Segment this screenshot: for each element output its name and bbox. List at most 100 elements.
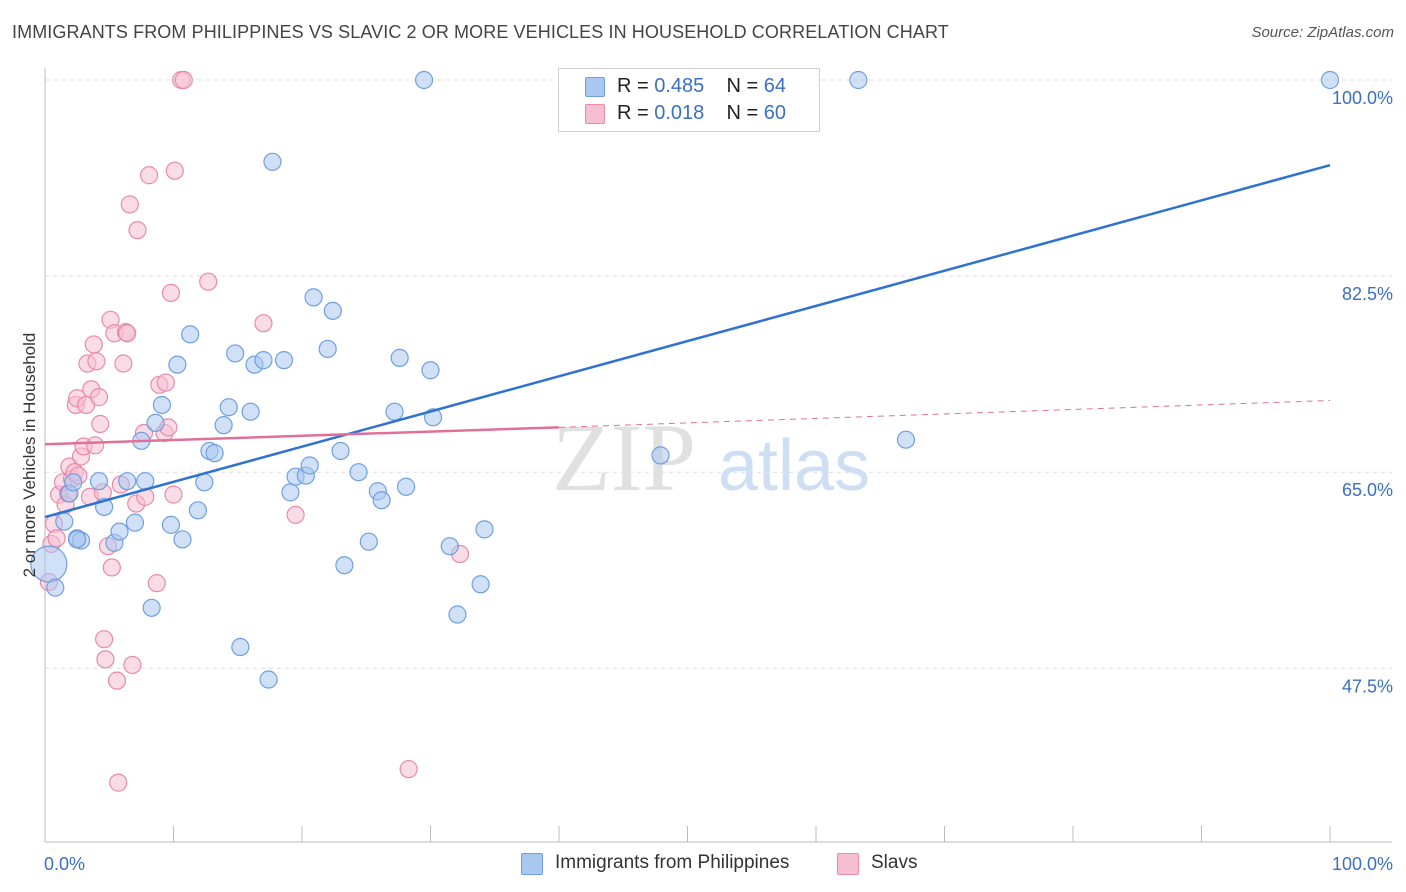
data-point-slavs — [84, 335, 103, 354]
data-point-slavs — [89, 388, 109, 407]
data-point-slavs — [156, 373, 175, 392]
legend-r-label: R = — [617, 75, 649, 97]
data-point-slavs — [165, 161, 184, 180]
legend-swatch-blue — [585, 77, 605, 97]
data-point-philippines — [372, 491, 391, 510]
data-point-philippines — [471, 575, 490, 594]
data-point-philippines — [146, 413, 165, 432]
data-point-philippines — [304, 288, 323, 307]
data-point-slavs — [87, 352, 106, 371]
data-point-philippines — [385, 402, 404, 421]
data-point-slavs — [139, 166, 159, 185]
data-point-slavs — [123, 655, 142, 675]
y-tick-label: 65.0% — [1342, 480, 1393, 500]
x-tick-label: 100.0% — [1332, 854, 1393, 874]
grid-lines — [45, 79, 1392, 669]
watermark-atlas: atlas — [718, 426, 870, 506]
data-point-philippines — [421, 361, 440, 380]
y-tick-label: 47.5% — [1342, 676, 1393, 696]
data-point-philippines — [281, 483, 300, 502]
data-point-philippines — [188, 501, 208, 520]
data-point-philippines — [323, 301, 342, 320]
data-point-philippines — [142, 598, 161, 617]
data-point-slavs — [95, 630, 114, 649]
data-point-philippines — [64, 473, 83, 492]
data-point-slavs — [109, 773, 128, 792]
data-point-slavs — [118, 324, 137, 343]
data-point-philippines — [274, 351, 294, 370]
data-point-philippines — [359, 532, 378, 551]
data-point-slavs — [161, 283, 181, 303]
data-point-philippines — [89, 472, 109, 491]
data-point-philippines — [896, 430, 916, 449]
data-point-slavs — [96, 650, 115, 669]
data-point-slavs — [399, 760, 418, 779]
legend-n-label: N = — [726, 102, 759, 124]
trend-line-philippines — [44, 163, 1331, 519]
trend-line-slavs — [44, 426, 560, 446]
data-point-philippines — [173, 530, 192, 549]
data-point-philippines — [259, 670, 278, 689]
watermark-zip: ZIP — [552, 404, 696, 511]
data-point-philippines — [214, 416, 233, 435]
data-point-slavs — [147, 574, 166, 593]
legend-r-value: 0.018 — [654, 102, 705, 124]
data-point-philippines — [300, 456, 319, 475]
chart-title: IMMIGRANTS FROM PHILIPPINES VS SLAVIC 2 … — [12, 22, 949, 42]
data-point-philippines — [110, 522, 129, 541]
data-point-philippines — [335, 556, 354, 575]
data-point-philippines — [118, 472, 137, 491]
bottom-legend-label: Slavs — [871, 852, 918, 873]
data-point-philippines — [263, 152, 282, 171]
source-label: Source: ZipAtlas.com — [1251, 24, 1394, 41]
data-point-philippines — [205, 444, 224, 463]
trend-line-slavs-extension — [558, 399, 1331, 428]
data-point-slavs — [47, 529, 66, 548]
data-point-philippines — [68, 530, 87, 549]
data-point-philippines — [475, 520, 494, 539]
data-point-slavs — [164, 485, 183, 504]
y-tick-label: 82.5% — [1342, 284, 1393, 304]
y-tick-label: 100.0% — [1332, 88, 1393, 108]
data-point-philippines — [181, 325, 200, 344]
data-point-philippines — [349, 463, 368, 482]
data-point-philippines — [195, 473, 214, 492]
data-point-slavs — [86, 436, 105, 455]
data-point-philippines — [152, 395, 172, 415]
data-point-philippines — [219, 398, 238, 417]
data-point-philippines — [318, 339, 337, 359]
data-point-slavs — [254, 314, 273, 333]
bottom-legend-swatch-blue — [521, 853, 543, 875]
data-point-philippines — [440, 537, 459, 556]
data-point-philippines — [1320, 70, 1340, 90]
data-point-philippines — [46, 578, 65, 597]
legend-r-value: 0.485 — [654, 75, 705, 97]
trend-lines — [44, 163, 1331, 519]
data-point-philippines — [168, 355, 187, 374]
data-point-philippines — [414, 70, 434, 90]
data-point-philippines — [849, 70, 868, 90]
stats-legend: R = 0.485 N = 64 R = 0.018 N = 60 — [558, 68, 820, 132]
data-point-philippines — [231, 637, 250, 657]
legend-swatch-pink — [585, 104, 605, 124]
y-axis-label: 2 or more Vehicles in Household — [20, 333, 39, 578]
data-point-philippines — [125, 513, 145, 532]
data-point-slavs — [199, 272, 218, 291]
series-philippines — [30, 70, 1340, 689]
tick-labels: 100.0% 82.5% 65.0% 47.5% 0.0% 100.0% — [44, 88, 1393, 874]
data-point-slavs — [174, 70, 193, 90]
data-point-philippines — [241, 402, 260, 421]
data-point-philippines — [55, 512, 74, 531]
data-point-slavs — [91, 414, 110, 434]
data-point-slavs — [286, 505, 305, 524]
x-tick-label: 0.0% — [44, 854, 85, 874]
data-point-philippines — [396, 477, 416, 496]
legend-r-label: R = — [617, 102, 649, 124]
legend-n-value: 64 — [763, 75, 787, 97]
bottom-legend-swatch-pink — [837, 853, 859, 875]
legend-n-value: 60 — [763, 102, 787, 124]
axes — [44, 68, 1392, 843]
data-point-slavs — [107, 671, 127, 690]
data-point-slavs — [102, 558, 121, 577]
